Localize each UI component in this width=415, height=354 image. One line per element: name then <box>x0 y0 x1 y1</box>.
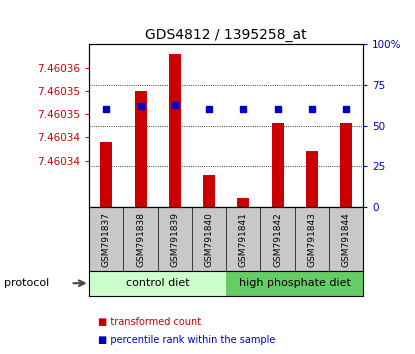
Text: ■ percentile rank within the sample: ■ percentile rank within the sample <box>98 335 275 345</box>
Text: GSM791839: GSM791839 <box>170 212 179 267</box>
Bar <box>226 271 363 296</box>
Bar <box>340 123 352 207</box>
Text: control diet: control diet <box>126 278 190 288</box>
Text: GSM791841: GSM791841 <box>239 212 248 267</box>
Title: GDS4812 / 1395258_at: GDS4812 / 1395258_at <box>145 28 307 42</box>
Text: high phosphate diet: high phosphate diet <box>239 278 351 288</box>
Bar <box>169 53 181 207</box>
Bar <box>89 271 226 296</box>
Bar <box>271 123 283 207</box>
Text: ■ transformed count: ■ transformed count <box>98 317 200 327</box>
Text: GSM791840: GSM791840 <box>205 212 214 267</box>
Text: GSM791838: GSM791838 <box>136 212 145 267</box>
Bar <box>134 91 146 207</box>
Bar <box>203 175 215 207</box>
Text: GSM791837: GSM791837 <box>102 212 111 267</box>
Bar <box>306 151 318 207</box>
Bar <box>237 198 249 207</box>
Bar <box>100 142 112 207</box>
Text: GSM791842: GSM791842 <box>273 212 282 267</box>
Text: protocol: protocol <box>4 278 49 288</box>
Text: GSM791843: GSM791843 <box>307 212 316 267</box>
Text: GSM791844: GSM791844 <box>342 212 351 267</box>
